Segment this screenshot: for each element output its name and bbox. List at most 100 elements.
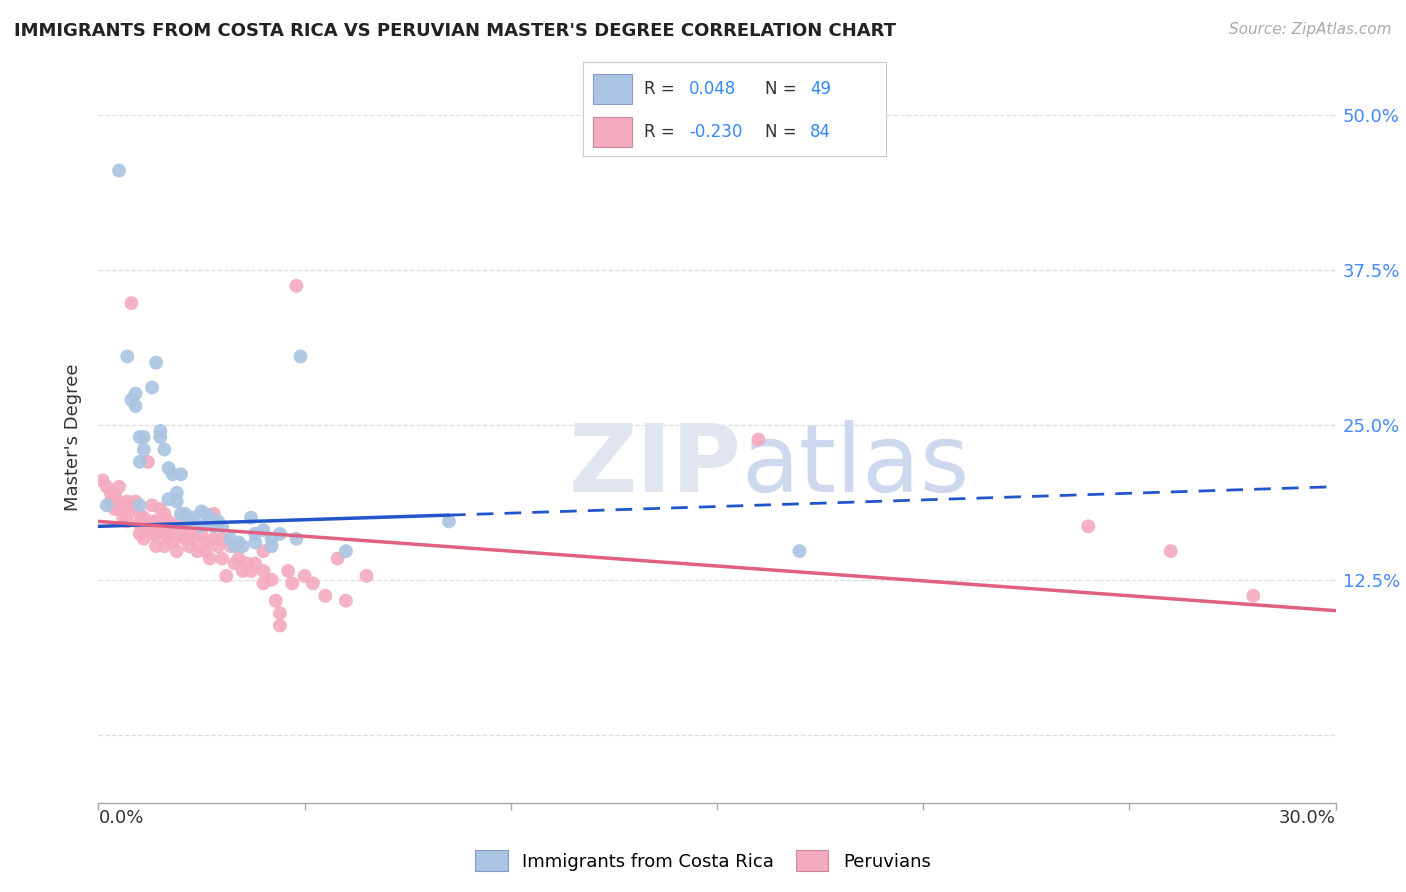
Point [124,399,146,413]
Point [224,557,246,571]
Point [100,494,122,508]
Point [285,278,308,293]
Point [194,535,217,549]
Point [120,296,142,310]
Point [91,474,114,488]
Point [240,564,263,578]
Point [108,480,131,494]
Point [302,576,325,591]
Legend: Immigrants from Costa Rica, Peruvians: Immigrants from Costa Rica, Peruvians [468,843,938,879]
Point [290,350,312,364]
Text: 49: 49 [810,79,831,97]
Point [149,519,172,533]
Point [228,535,250,549]
Point [157,526,180,541]
Point [219,539,242,553]
Point [260,532,283,546]
Point [181,532,204,546]
Point [232,564,254,578]
Point [112,510,135,524]
Point [128,430,150,444]
Point [186,544,208,558]
Point [252,523,274,537]
Text: Source: ZipAtlas.com: Source: ZipAtlas.com [1229,22,1392,37]
Point [335,593,357,607]
Point [153,539,176,553]
Text: IMMIGRANTS FROM COSTA RICA VS PERUVIAN MASTER'S DEGREE CORRELATION CHART: IMMIGRANTS FROM COSTA RICA VS PERUVIAN M… [14,22,896,40]
Point [236,557,259,571]
Point [335,544,357,558]
Point [153,507,176,521]
Point [132,532,155,546]
Point [145,539,167,553]
Point [120,392,142,407]
Point [269,618,291,632]
Point [1241,589,1264,603]
Point [170,526,193,541]
Point [264,593,287,607]
Point [194,544,217,558]
Point [202,532,225,546]
Point [108,502,131,516]
Point [285,532,308,546]
Point [96,480,118,494]
Point [124,386,146,401]
Point [166,494,188,508]
Point [215,569,238,583]
Point [132,442,155,457]
Point [207,539,229,553]
Point [141,498,163,512]
Point [136,455,159,469]
Point [437,515,460,529]
Point [141,515,163,529]
Text: 30.0%: 30.0% [1279,809,1336,827]
Text: 0.048: 0.048 [689,79,737,97]
Point [179,539,201,553]
Point [224,539,246,553]
Text: -0.230: -0.230 [689,123,742,141]
Point [149,502,172,516]
Point [108,494,131,508]
Point [145,356,167,370]
Point [166,486,188,500]
Point [252,544,274,558]
Point [124,494,146,508]
Point [190,504,212,518]
Point [260,539,283,553]
FancyBboxPatch shape [592,74,631,103]
Point [269,526,291,541]
Point [162,467,184,482]
Point [141,526,163,541]
Point [198,510,221,524]
Point [294,569,316,583]
Point [170,467,193,482]
Point [100,486,122,500]
Point [207,515,229,529]
Point [157,515,180,529]
Text: 84: 84 [810,123,831,141]
Point [149,430,172,444]
Point [112,498,135,512]
Point [252,564,274,578]
Point [252,576,274,591]
Point [117,350,139,364]
Point [170,515,193,529]
Point [326,551,349,566]
Point [277,564,299,578]
Point [104,486,127,500]
Text: ZIP: ZIP [569,420,742,512]
Point [149,424,172,438]
Point [240,510,263,524]
Point [243,535,266,549]
Point [157,491,180,506]
Text: N =: N = [765,123,801,141]
Point [281,576,304,591]
Point [128,507,150,521]
Point [198,551,221,566]
Point [356,569,378,583]
Point [202,519,225,533]
Point [157,461,180,475]
Point [174,532,197,546]
Point [117,515,139,529]
Point [128,516,150,531]
